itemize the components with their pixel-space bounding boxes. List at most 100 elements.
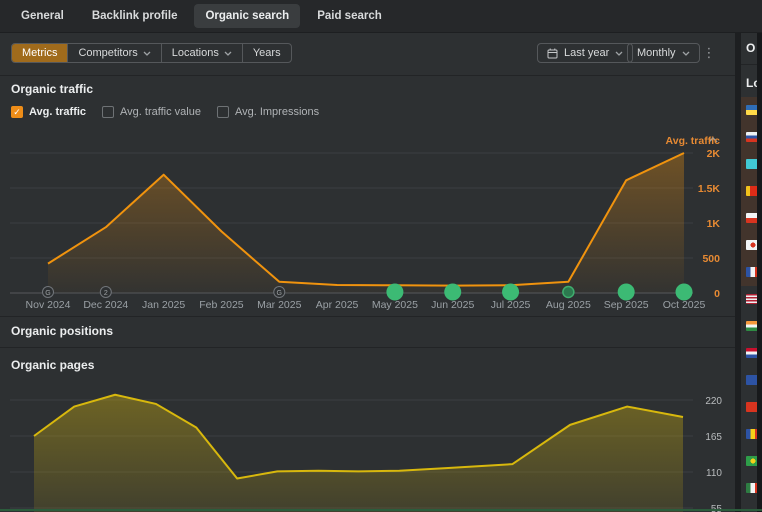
segment-locations-label: Locations	[171, 47, 219, 59]
event-marker-green[interactable]	[502, 283, 520, 301]
event-marker-google[interactable]	[42, 286, 54, 298]
y-axis-title: Avg. traffic	[666, 135, 721, 147]
svg-text:500: 500	[702, 253, 720, 265]
segment-years[interactable]: Years	[243, 44, 291, 62]
chevron-up-icon[interactable]	[707, 133, 719, 145]
date-range-button[interactable]: Last year	[537, 43, 634, 63]
legend-avg-traffic-value-label: Avg. traffic value	[120, 106, 201, 118]
location-row-mexico[interactable]	[741, 475, 757, 502]
x-axis-label: Jul 2025	[491, 299, 531, 310]
checkbox-checked-icon[interactable]: ✓	[11, 106, 23, 118]
mexico-flag-icon	[746, 483, 757, 493]
location-row-romania[interactable]	[741, 421, 757, 448]
toolbar: Metrics Competitors Locations Years	[0, 43, 735, 65]
divider	[741, 64, 757, 65]
legend-avg-impressions-label: Avg. Impressions	[234, 106, 320, 118]
chevron-down-icon	[143, 51, 151, 56]
organic-traffic-title: Organic traffic	[11, 82, 94, 96]
location-row-poland[interactable]	[741, 205, 757, 232]
checkbox-unchecked-icon[interactable]	[216, 106, 229, 118]
netherlands-flag-icon	[746, 348, 757, 358]
organic-positions-header[interactable]: Organic positions	[0, 324, 735, 338]
chevron-down-icon	[682, 51, 689, 56]
location-row-india[interactable]	[741, 313, 757, 340]
svg-text:165: 165	[705, 432, 722, 443]
location-row-red[interactable]	[741, 394, 757, 421]
legend-avg-traffic[interactable]: ✓ Avg. traffic	[11, 106, 86, 118]
x-axis-label: Sep 2025	[604, 299, 649, 310]
calendar-icon	[547, 48, 558, 58]
svg-text:2K: 2K	[707, 148, 721, 160]
segment-competitors[interactable]: Competitors	[68, 44, 162, 62]
location-row-france[interactable]	[741, 259, 757, 286]
right-side-panel: O Lo	[741, 33, 757, 512]
date-range-label: Last year	[564, 47, 610, 59]
france-flag-icon	[746, 267, 757, 277]
organic-pages-chart: 220 165 110 55	[10, 393, 722, 512]
divider	[0, 75, 735, 76]
x-axis-label: Dec 2024	[83, 299, 128, 310]
top-tab-bar: General Backlink profile Organic search …	[0, 0, 762, 32]
china-flag-icon	[746, 186, 757, 196]
organic-traffic-header[interactable]: Organic traffic	[0, 82, 735, 143]
location-row-netherlands[interactable]	[741, 340, 757, 367]
segment-competitors-label: Competitors	[78, 47, 138, 59]
x-axis-label: May 2025	[372, 299, 418, 310]
event-marker-google[interactable]	[99, 286, 112, 298]
event-marker-green[interactable]	[444, 283, 462, 301]
svg-text:220: 220	[705, 396, 722, 407]
segment-years-label: Years	[252, 47, 281, 59]
legend-avg-impressions[interactable]: Avg. Impressions	[216, 106, 320, 118]
x-axis-label: Oct 2025	[663, 299, 706, 310]
divider	[0, 347, 735, 348]
location-row-russia[interactable]	[741, 124, 757, 151]
chevron-down-icon	[224, 51, 232, 56]
segment-locations[interactable]: Locations	[162, 44, 243, 62]
romania-flag-icon	[746, 429, 757, 439]
location-row-ukraine[interactable]	[741, 97, 757, 124]
segment-metrics[interactable]: Metrics	[12, 44, 69, 62]
granularity-label: Monthly	[637, 47, 676, 59]
location-row-brazil[interactable]	[741, 448, 757, 475]
tab-backlink-profile[interactable]: Backlink profile	[91, 10, 178, 22]
organic-positions-title: Organic positions	[11, 324, 114, 338]
location-row-china[interactable]	[741, 178, 757, 205]
event-marker-green[interactable]	[617, 283, 635, 301]
location-row-kazakhstan[interactable]	[741, 151, 757, 178]
chevron-down-icon	[615, 51, 623, 56]
kebab-menu-icon[interactable]: ⋮	[702, 45, 716, 60]
next-chart-edge	[0, 509, 762, 511]
location-row-japan[interactable]	[741, 232, 757, 259]
svg-text:G: G	[277, 290, 282, 297]
granularity-button[interactable]: Monthly	[627, 43, 700, 63]
location-row-blue[interactable]	[741, 367, 757, 394]
poland-flag-icon	[746, 213, 757, 223]
legend-avg-traffic-label: Avg. traffic	[29, 106, 87, 118]
event-marker-green-small[interactable]	[562, 285, 575, 299]
legend-avg-traffic-value[interactable]: Avg. traffic value	[102, 106, 201, 118]
svg-text:1K: 1K	[707, 218, 721, 230]
main-panel: Metrics Competitors Locations Years	[0, 33, 735, 512]
tab-general[interactable]: General	[21, 10, 64, 22]
x-axis-label: Jan 2025	[142, 299, 185, 310]
location-row-usa[interactable]	[741, 286, 757, 313]
x-axis-label: Apr 2025	[316, 299, 359, 310]
tab-paid-search[interactable]: Paid search	[317, 10, 382, 22]
event-marker-green[interactable]	[386, 283, 404, 301]
divider	[0, 316, 735, 317]
blue-flag-icon	[746, 375, 757, 385]
organic-pages-header[interactable]: Organic pages	[0, 358, 735, 372]
brazil-flag-icon	[746, 456, 757, 466]
russia-flag-icon	[746, 132, 757, 142]
kazakhstan-flag-icon	[746, 159, 757, 169]
event-marker-google[interactable]	[273, 286, 286, 298]
event-marker-green[interactable]	[675, 283, 693, 301]
scrollbar-track[interactable]	[757, 33, 762, 512]
x-axis-label: Aug 2025	[546, 299, 591, 310]
checkbox-unchecked-icon[interactable]	[102, 106, 115, 118]
tab-organic-search[interactable]: Organic search	[194, 4, 301, 28]
ukraine-flag-icon	[746, 105, 757, 115]
svg-text:1.5K: 1.5K	[698, 183, 721, 195]
